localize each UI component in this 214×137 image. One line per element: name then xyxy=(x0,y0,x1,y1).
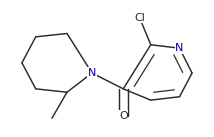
Text: Cl: Cl xyxy=(134,13,145,23)
Text: O: O xyxy=(119,111,128,121)
Text: N: N xyxy=(88,68,96,78)
Text: N: N xyxy=(175,43,184,53)
